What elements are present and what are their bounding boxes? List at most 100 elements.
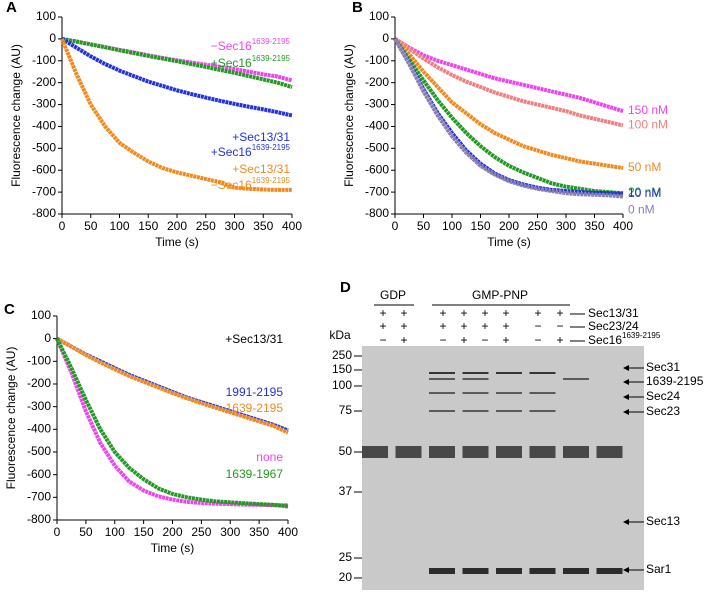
- gel-band: [429, 410, 455, 412]
- y-tick-label: 0: [49, 31, 56, 45]
- sign: +: [502, 306, 509, 320]
- gel-band: [429, 392, 455, 394]
- sign: +: [460, 333, 467, 347]
- y-tick-label: -400: [365, 119, 389, 133]
- row-label: Sec23/24: [588, 319, 639, 333]
- x-tick-label: 400: [613, 219, 633, 233]
- y-tick-label: -500: [365, 141, 389, 155]
- y-tick-label: 100: [31, 308, 51, 322]
- gel-band: [563, 568, 589, 574]
- group-label: GDP: [380, 288, 406, 302]
- x-tick-label: 400: [278, 525, 298, 539]
- sign: +: [400, 306, 407, 320]
- series-label-text: 150 nM: [628, 103, 668, 117]
- gel-band: [496, 568, 522, 574]
- arrow-head: [623, 519, 629, 525]
- row-label-text: Sec13/31: [588, 306, 639, 320]
- panel-label: B: [352, 0, 363, 16]
- gel-band: [462, 568, 489, 574]
- y-tick-label: -700: [27, 490, 51, 504]
- gel-band: [395, 446, 422, 458]
- x-tick-label: 200: [499, 219, 519, 233]
- y-tick-label: -500: [27, 444, 51, 458]
- series-label: +Sec13/31: [232, 130, 290, 144]
- sign: +: [400, 319, 407, 333]
- gel-band: [429, 568, 455, 574]
- series-label: 0 nM: [628, 203, 655, 217]
- series-label: −Sec161639-2195: [211, 37, 291, 53]
- series-label-sup: 1639-2195: [252, 54, 291, 63]
- x-tick-label: 200: [162, 525, 182, 539]
- row-label-sup: 1639-2195: [622, 331, 661, 340]
- y-tick-label: -600: [27, 467, 51, 481]
- band-label: Sar1: [646, 562, 672, 576]
- gel-band: [462, 378, 489, 380]
- sign: +: [379, 319, 386, 333]
- sign: +: [502, 333, 509, 347]
- y-axis-label: Fluorescence change (AU): [342, 44, 356, 187]
- series-label: 1639-2195: [226, 401, 284, 415]
- sign: +: [439, 306, 446, 320]
- gel-band: [462, 446, 489, 458]
- series-label-text: +Sec13/31: [232, 130, 290, 144]
- x-tick-label: 300: [220, 525, 240, 539]
- sign: +: [439, 319, 446, 333]
- sign: +: [481, 306, 488, 320]
- y-tick-label: -800: [32, 206, 56, 220]
- data-line: [60, 38, 292, 192]
- x-tick-label: 350: [584, 219, 604, 233]
- gel-band: [529, 372, 556, 374]
- data-line: [393, 37, 624, 199]
- y-tick-label: -300: [365, 97, 389, 111]
- sign: +: [481, 319, 488, 333]
- series-label-text: 100 nM: [628, 118, 668, 132]
- sign: +: [502, 319, 509, 333]
- y-axis-label: Fluorescence change (AU): [9, 44, 23, 187]
- data-line: [55, 337, 289, 509]
- series-label: 20 nM: [628, 185, 661, 199]
- x-tick-label: 250: [527, 219, 547, 233]
- gel-band: [429, 446, 455, 458]
- gel-band: [496, 446, 522, 458]
- x-tick-label: 50: [417, 219, 431, 233]
- sign: −: [534, 319, 541, 333]
- arrow-head: [623, 409, 629, 415]
- x-tick-label: 200: [167, 219, 187, 233]
- band-label: Sec23: [646, 404, 680, 418]
- panel-label: D: [340, 279, 351, 296]
- x-tick-label: 150: [470, 219, 490, 233]
- sign: −: [481, 333, 488, 347]
- x-tick-label: 350: [253, 219, 273, 233]
- x-tick-label: 0: [392, 219, 399, 233]
- marker-label: 250: [332, 348, 352, 362]
- gel-band: [462, 372, 489, 374]
- series-label-text: 20 nM: [628, 185, 661, 199]
- series-label: 100 nM: [628, 118, 668, 132]
- series-label: none: [256, 450, 283, 464]
- gel-band: [596, 568, 623, 574]
- data-line: [393, 37, 624, 171]
- x-tick-label: 100: [109, 219, 129, 233]
- data-line: [60, 37, 293, 118]
- x-tick-label: 0: [54, 525, 61, 539]
- x-tick-label: 250: [191, 525, 211, 539]
- series-label: +Sec13/31: [232, 162, 290, 176]
- series-label-text: +Sec13/31: [232, 162, 290, 176]
- y-tick-label: 100: [36, 9, 56, 23]
- y-axis-label: Fluorescence change (AU): [4, 347, 18, 490]
- gel-band: [362, 446, 388, 458]
- arrow-head: [623, 394, 629, 400]
- sign: +: [534, 306, 541, 320]
- row-label-text: Sec23/24: [588, 319, 639, 333]
- series-label-text: 10 nM: [628, 186, 661, 200]
- gel-band: [529, 568, 556, 574]
- series-label-text: none: [256, 450, 283, 464]
- series-label: 10 nM: [628, 186, 661, 200]
- band-label: Sec31: [646, 360, 680, 374]
- x-tick-label: 350: [249, 525, 269, 539]
- y-tick-label: -300: [27, 399, 51, 413]
- y-tick-label: -100: [365, 53, 389, 67]
- row-label-text: Sec16: [588, 333, 622, 347]
- series-label: +Sec161639-2195: [211, 54, 291, 70]
- band-label: Sec24: [646, 389, 680, 403]
